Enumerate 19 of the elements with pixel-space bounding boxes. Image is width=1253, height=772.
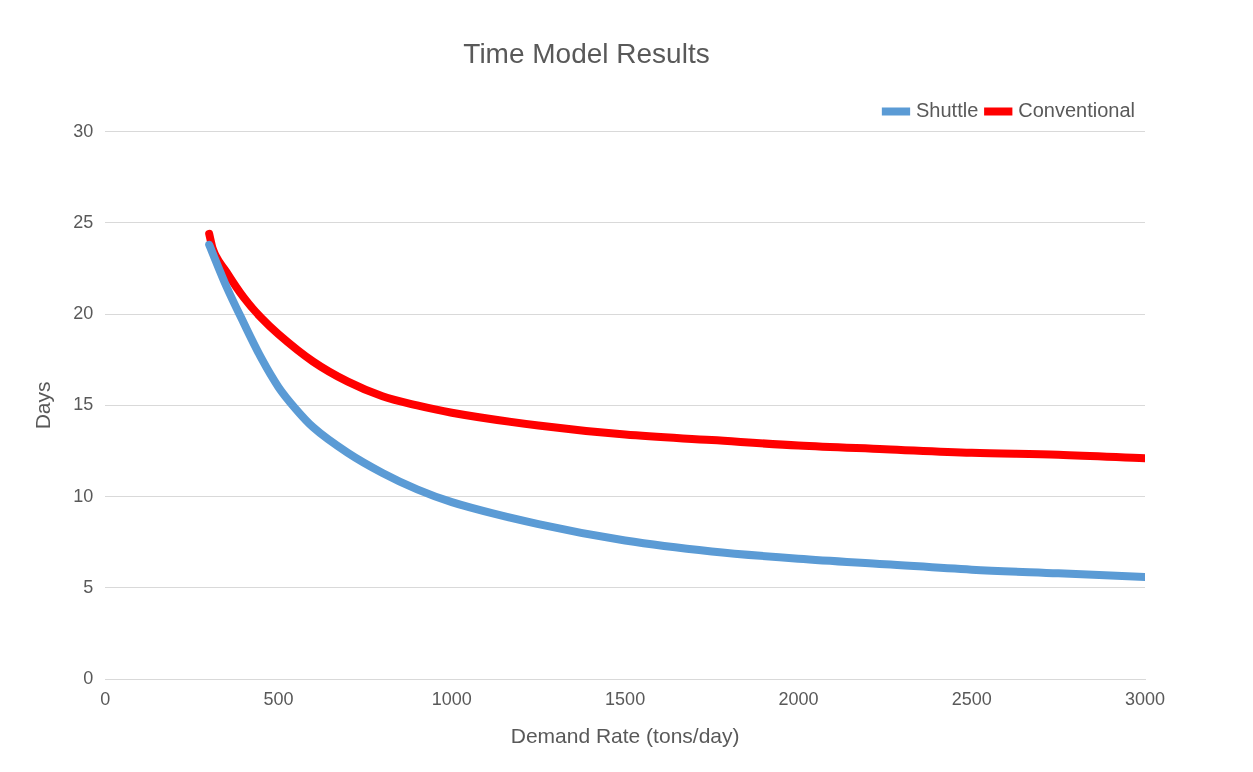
x-tick-label: 1500 [605,688,646,709]
y-axis-title: Days [31,381,55,430]
x-tick-label: 0 [100,688,111,709]
x-tick-label: 2500 [951,688,992,709]
legend-label: Conventional [1018,99,1135,122]
y-tick-label: 15 [73,394,94,415]
chart-title: Time Model Results [463,37,710,69]
x-tick-label: 500 [263,688,294,709]
y-tick-label: 25 [73,211,94,232]
x-tick-label: 1000 [431,688,472,709]
y-tick-label: 30 [73,120,94,141]
y-tick-label: 20 [73,303,94,324]
x-tick-label: 2000 [778,688,819,709]
y-tick-label: 0 [83,668,94,689]
y-tick-label: 10 [73,485,94,506]
y-tick-label: 5 [83,576,94,597]
x-tick-label: 3000 [1124,688,1166,709]
x-axis-title: Demand Rate (tons/day) [510,724,740,748]
legend-label: Shuttle [915,99,979,122]
